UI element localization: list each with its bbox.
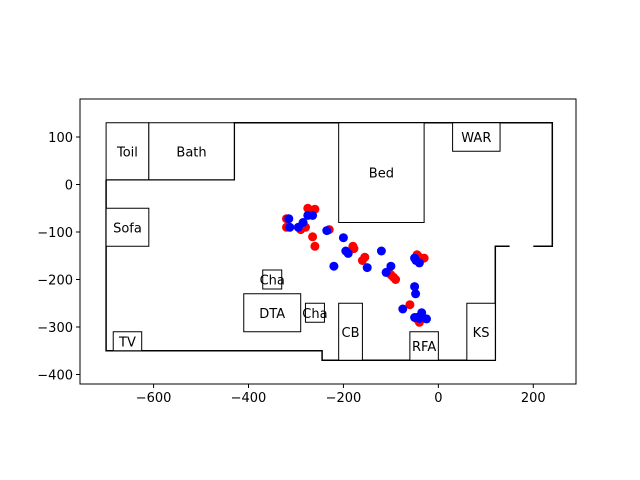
y-tick-label: −300	[37, 321, 73, 336]
room-label: KS	[473, 326, 490, 341]
data-point	[338, 233, 348, 243]
scatter-points	[282, 203, 431, 327]
data-point	[284, 214, 294, 224]
room-box	[338, 302, 363, 361]
data-point	[410, 313, 420, 322]
data-point	[357, 256, 367, 265]
y-tick-label: 0	[65, 179, 73, 194]
data-point	[308, 232, 318, 242]
x-tick-label: 200	[521, 391, 546, 406]
y-axis-ticks: 100 0 −100 −200 −300 −400	[37, 131, 80, 384]
room-label: DTA	[259, 307, 285, 322]
y-tick-label: 100	[48, 131, 73, 146]
room-box	[409, 331, 439, 361]
data-point	[381, 267, 391, 277]
data-point	[285, 222, 295, 232]
x-tick-label: −200	[326, 391, 362, 406]
x-tick-label: −400	[231, 391, 267, 406]
room-label: CB	[342, 326, 360, 341]
data-point	[414, 258, 424, 268]
room-label: Cha	[302, 307, 327, 322]
room-label: WAR	[461, 131, 491, 146]
y-tick-label: −200	[37, 274, 73, 289]
room-box	[243, 293, 302, 333]
data-point	[362, 263, 372, 273]
room-label: TV	[118, 335, 136, 350]
y-tick-label: −100	[37, 226, 73, 241]
room-label: Bath	[176, 145, 206, 160]
data-point	[411, 289, 421, 299]
data-point	[329, 261, 339, 271]
data-point	[322, 226, 332, 236]
room-boxes: Toil Bath Bed WAR Sofa Cha DTA Cha CB RFA KS TV	[105, 122, 501, 361]
data-point	[417, 308, 427, 318]
room-box	[338, 122, 425, 223]
y-tick-label: −400	[37, 369, 73, 384]
room-box	[452, 122, 501, 152]
data-point	[410, 282, 420, 292]
data-point	[405, 300, 415, 310]
room-label: Bed	[369, 167, 394, 182]
x-tick-label: 0	[434, 391, 442, 406]
data-point	[398, 304, 408, 314]
room-label: Sofa	[113, 221, 142, 236]
data-point	[386, 261, 396, 271]
room-label: Toil	[116, 145, 138, 160]
data-point	[391, 275, 401, 284]
room-label: RFA	[412, 340, 436, 355]
room-label: Cha	[260, 274, 285, 289]
room-box	[304, 302, 325, 323]
data-point	[376, 246, 386, 256]
data-point	[303, 203, 313, 213]
x-axis-ticks: −600 −400 −200 0 200	[136, 384, 546, 406]
data-point	[310, 241, 320, 251]
room-box	[112, 331, 143, 352]
room-box	[105, 207, 150, 247]
room-box	[105, 122, 150, 181]
wall-line	[105, 179, 510, 362]
data-point	[298, 218, 308, 227]
room-box	[466, 302, 496, 361]
plot-frame	[79, 98, 577, 385]
data-point	[343, 248, 353, 258]
data-point	[308, 210, 318, 220]
x-tick-label: −600	[136, 391, 172, 406]
room-box	[262, 269, 283, 290]
room-box	[148, 122, 235, 181]
data-point	[422, 314, 431, 324]
